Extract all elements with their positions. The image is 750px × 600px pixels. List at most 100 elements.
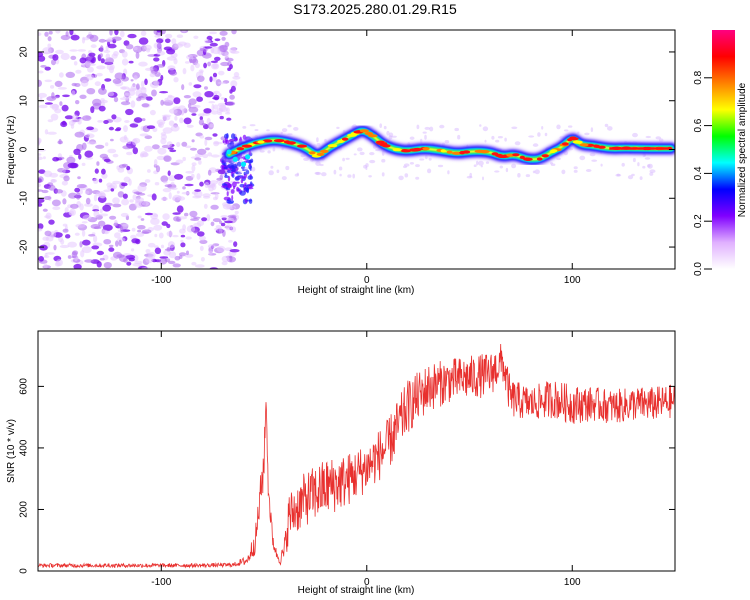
noise-blob <box>379 123 383 128</box>
noise-blob <box>353 153 357 156</box>
noise-blob <box>163 155 172 162</box>
noise-blob <box>93 226 102 230</box>
noise-blob <box>162 114 172 118</box>
noise-blob <box>48 219 55 225</box>
noise-blob <box>64 207 69 214</box>
noise-blob <box>227 214 237 218</box>
noise-blob <box>128 257 135 262</box>
noise-blob <box>88 52 96 57</box>
noise-blob <box>84 60 92 68</box>
noise-blob <box>156 119 166 126</box>
noise-blob <box>203 62 208 69</box>
noise-blob <box>69 30 74 36</box>
trace-hotspot <box>519 155 525 159</box>
trace-hotspot <box>289 141 295 145</box>
noise-blob <box>199 245 204 251</box>
spectrogram-x-label: Height of straight line (km) <box>298 285 415 296</box>
noise-blob <box>182 156 186 162</box>
noise-blob <box>38 203 43 207</box>
colorbar: 0.0 0.2 0.4 0.6 0.8 Normalized spectral ampl… <box>693 30 748 276</box>
noise-blob <box>38 198 45 204</box>
noise-blob <box>112 197 120 205</box>
noise-blob <box>176 190 180 194</box>
noise-blob <box>151 89 157 97</box>
noise-blob <box>59 244 70 249</box>
noise-blob <box>226 205 237 210</box>
noise-blob <box>44 102 53 105</box>
snr-y-ticks: 0 200 400 600 <box>19 378 675 574</box>
noise-blob <box>120 101 131 106</box>
noise-blob <box>98 178 103 183</box>
noise-blob <box>38 223 44 230</box>
noise-blob <box>541 126 544 130</box>
noise-blob <box>584 132 590 136</box>
noise-blob <box>156 155 166 161</box>
noise-blob <box>38 32 42 36</box>
noise-blob <box>89 34 99 42</box>
noise-blob <box>182 67 187 75</box>
noise-blob <box>120 229 131 232</box>
noise-blob <box>219 115 224 120</box>
noise-blob <box>120 212 129 218</box>
noise-blob <box>168 192 172 200</box>
noise-blob <box>167 241 175 249</box>
trace-start-dot <box>226 149 232 155</box>
noise-blob <box>57 87 67 90</box>
noise-blob <box>174 115 178 121</box>
noise-blob <box>154 182 160 186</box>
noise-blob <box>84 150 94 158</box>
noise-blob <box>232 75 241 80</box>
spectrogram-y-tick-label: -10 <box>19 191 30 206</box>
noise-blob <box>224 220 233 224</box>
noise-blob <box>484 139 487 143</box>
snr-x-ticks: -100 0 100 <box>151 331 581 588</box>
noise-blob <box>222 140 225 144</box>
noise-blob <box>81 36 86 44</box>
noise-blob <box>75 100 80 105</box>
noise-blob <box>96 65 106 70</box>
noise-blob <box>245 169 250 175</box>
noise-blob <box>220 97 225 100</box>
noise-blob <box>103 239 112 245</box>
noise-blob <box>160 175 169 183</box>
noise-blob <box>45 252 55 255</box>
noise-blob <box>164 248 175 251</box>
noise-blob <box>174 43 184 48</box>
noise-blob <box>176 141 181 148</box>
noise-blob <box>86 141 97 145</box>
noise-blob <box>236 161 242 167</box>
noise-blob <box>108 247 115 252</box>
noise-blob <box>38 153 42 156</box>
noise-blob <box>342 157 345 162</box>
noise-blob <box>217 169 226 175</box>
noise-blob <box>497 136 503 139</box>
noise-blob <box>145 96 153 101</box>
noise-blob <box>479 124 482 127</box>
noise-blob <box>139 133 149 137</box>
noise-blob <box>132 138 138 146</box>
noise-blob <box>107 43 117 49</box>
noise-blob <box>234 137 238 142</box>
noise-blob <box>111 36 122 42</box>
snr-y-tick-label: 600 <box>19 378 30 395</box>
noise-blob <box>102 224 113 231</box>
noise-blob <box>163 180 168 184</box>
colorbar-label: Normalized spectral amplitude <box>737 82 748 217</box>
noise-blob <box>108 126 114 131</box>
noise-blob <box>153 57 160 62</box>
noise-blob <box>210 183 216 187</box>
noise-blob <box>123 253 131 256</box>
trace-hotspot <box>572 140 583 144</box>
noise-blob <box>38 183 41 188</box>
noise-blob <box>156 30 162 33</box>
noise-blobs <box>38 30 664 269</box>
noise-blob <box>186 225 196 233</box>
noise-blob <box>38 104 48 109</box>
trace-hotspot <box>541 154 549 158</box>
trace-hotspot <box>327 144 338 148</box>
noise-blob <box>135 89 143 97</box>
noise-blob <box>254 129 259 131</box>
noise-blob <box>381 172 385 177</box>
noise-blob <box>99 45 104 53</box>
noise-blob <box>42 208 48 212</box>
